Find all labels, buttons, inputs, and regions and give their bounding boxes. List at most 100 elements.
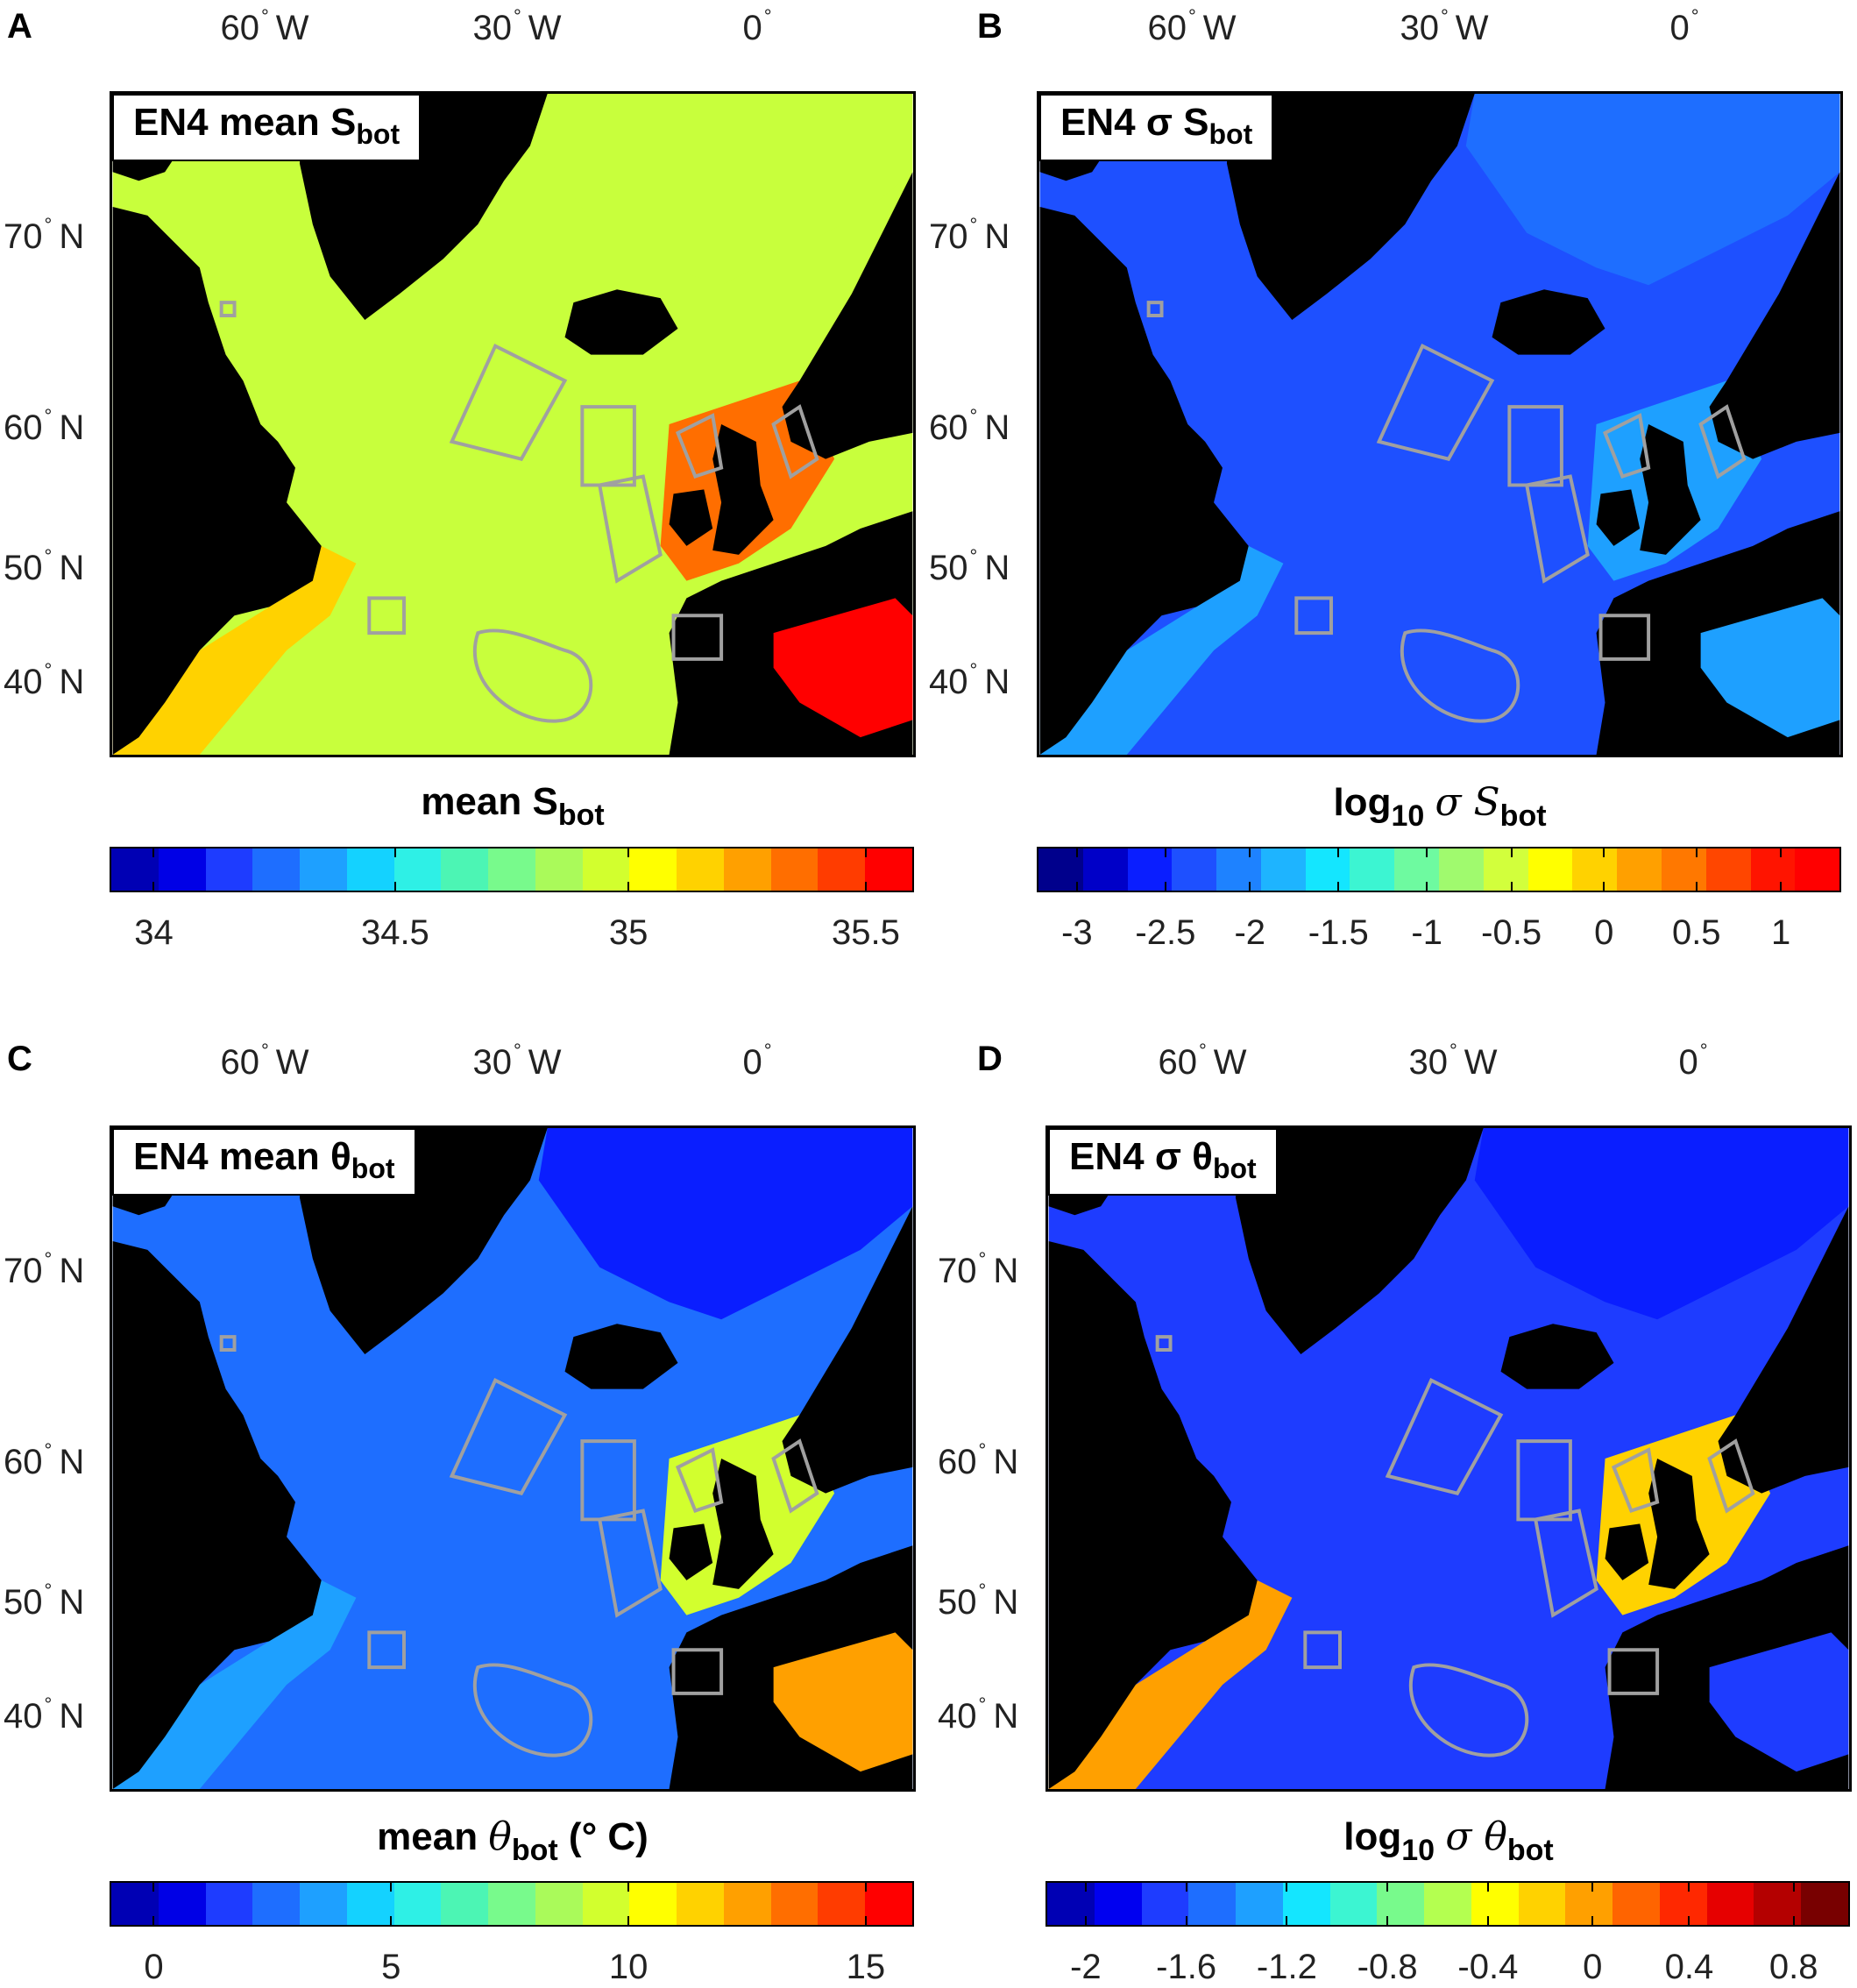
polar-ocean	[1474, 1128, 1849, 1320]
study-region-outline	[1516, 1439, 1572, 1522]
lat-label: 70° N	[938, 1248, 1019, 1290]
study-region-outline	[597, 474, 663, 584]
lon-label: 30° W	[1408, 1040, 1498, 1082]
colorbar-segment	[1750, 848, 1796, 891]
colorbar-segment	[205, 1883, 253, 1925]
colorbar-tick	[864, 882, 867, 892]
map-d	[1045, 1125, 1852, 1792]
lon-label: 0°	[1678, 1040, 1708, 1082]
lon-label: 60° W	[220, 1040, 309, 1082]
study-region-outline	[771, 404, 819, 479]
colorbar-tick	[1591, 1881, 1594, 1892]
colorbar-tick-label: 0	[144, 1948, 164, 1986]
study-region-outline	[472, 628, 593, 723]
lon-label: 60° W	[220, 5, 309, 47]
colorbar-segment	[252, 1883, 301, 1925]
lat-label: 50° N	[4, 1580, 85, 1622]
map-title: EN4 σ θbot	[1048, 1128, 1278, 1196]
colorbar-segment	[1141, 1883, 1189, 1925]
colorbar-tick-label: 0.8	[1768, 1948, 1818, 1986]
colorbar-segment	[158, 848, 206, 891]
colorbar-segment	[1612, 1883, 1660, 1925]
colorbar-segment	[1565, 1883, 1613, 1925]
study-region-outline	[219, 1335, 237, 1352]
mediterranean-sea	[1709, 1632, 1849, 1772]
colorbar-tick	[1695, 882, 1698, 892]
colorbar-tick-label: -3	[1061, 913, 1093, 952]
colorbar-segment	[252, 848, 301, 891]
study-region-outline	[1376, 344, 1495, 461]
land-mass	[1226, 94, 1475, 320]
study-region-outline	[1611, 1447, 1660, 1514]
colorbar-tick	[1075, 847, 1078, 857]
study-region-outline	[1602, 413, 1651, 479]
colorbar-tick	[393, 882, 396, 892]
colorbar-segment	[300, 1883, 347, 1925]
study-region-outline	[1294, 596, 1333, 635]
shelf-region	[1048, 1580, 1293, 1789]
colorbar-segment	[205, 848, 253, 891]
colorbar-segment	[1617, 848, 1662, 891]
map-c	[110, 1125, 916, 1792]
colorbar-segment	[865, 848, 913, 891]
colorbar-tick	[1249, 847, 1251, 857]
colorbar-tick	[1792, 1881, 1795, 1892]
study-region-outline	[580, 405, 636, 487]
colorbar-tick-label: -2	[1070, 1948, 1102, 1986]
land-mass	[1605, 1523, 1649, 1580]
land-mass	[1640, 424, 1701, 555]
colorbar-tick	[1084, 1881, 1087, 1892]
colorbar-tick	[152, 1881, 155, 1892]
lat-label: 40° N	[938, 1693, 1019, 1736]
study-region-outline	[1155, 1335, 1173, 1352]
study-region-outline	[597, 1509, 663, 1618]
shelf-region	[112, 1580, 357, 1789]
colorbar-segment	[1038, 848, 1083, 891]
colorbar-tick	[1185, 1881, 1187, 1892]
colorbar-title: mean Sbot	[421, 780, 605, 832]
lat-label: 40° N	[4, 1693, 85, 1736]
colorbar-tick	[627, 1916, 630, 1927]
colorbar-tick	[627, 882, 630, 892]
colorbar-tick-label: -2.5	[1135, 913, 1196, 952]
colorbar-tick	[1386, 1916, 1389, 1927]
colorbar-tick	[864, 1881, 867, 1892]
colorbar-tick	[864, 1916, 867, 1927]
colorbar-segment	[818, 1883, 866, 1925]
land-mass	[1492, 289, 1605, 355]
land-mass	[1596, 489, 1641, 546]
study-region-outline	[1598, 614, 1651, 661]
colorbar-tick	[864, 847, 867, 857]
lat-label: 40° N	[4, 659, 85, 701]
colorbar-tick	[1591, 1916, 1594, 1927]
colorbar-segment	[1439, 848, 1484, 891]
colorbar-segment	[1518, 1883, 1566, 1925]
land-mass	[564, 1324, 678, 1389]
study-region-outline	[675, 1447, 724, 1514]
colorbar-tick-label: -0.4	[1457, 1948, 1519, 1986]
map-canvas	[1048, 1128, 1849, 1789]
colorbar	[110, 847, 914, 892]
land-mass	[1235, 1128, 1484, 1354]
study-region-outline	[1698, 404, 1747, 479]
colorbar-tick	[390, 1881, 393, 1892]
land-mass	[669, 489, 713, 546]
colorbar	[110, 1881, 914, 1927]
colorbar-segment	[865, 1883, 913, 1925]
colorbar-segment	[300, 848, 347, 891]
colorbar-tick	[1084, 1916, 1087, 1927]
colorbar-tick	[1337, 847, 1340, 857]
colorbar-tick-label: 34.5	[360, 913, 429, 952]
map-b	[1037, 91, 1843, 757]
colorbar-segment	[441, 848, 489, 891]
colorbar-segment	[1795, 848, 1840, 891]
colorbar-tick-label: 35.5	[831, 913, 900, 952]
colorbar-tick	[1603, 882, 1605, 892]
colorbar-tick-label: -0.8	[1357, 1948, 1418, 1986]
colorbar-tick-label: 0	[1583, 1948, 1603, 1986]
study-region-outline	[1524, 474, 1590, 584]
colorbar-segment	[488, 1883, 535, 1925]
lon-label: 0°	[742, 5, 772, 47]
colorbar-tick	[1486, 1916, 1489, 1927]
colorbar-tick	[152, 882, 155, 892]
